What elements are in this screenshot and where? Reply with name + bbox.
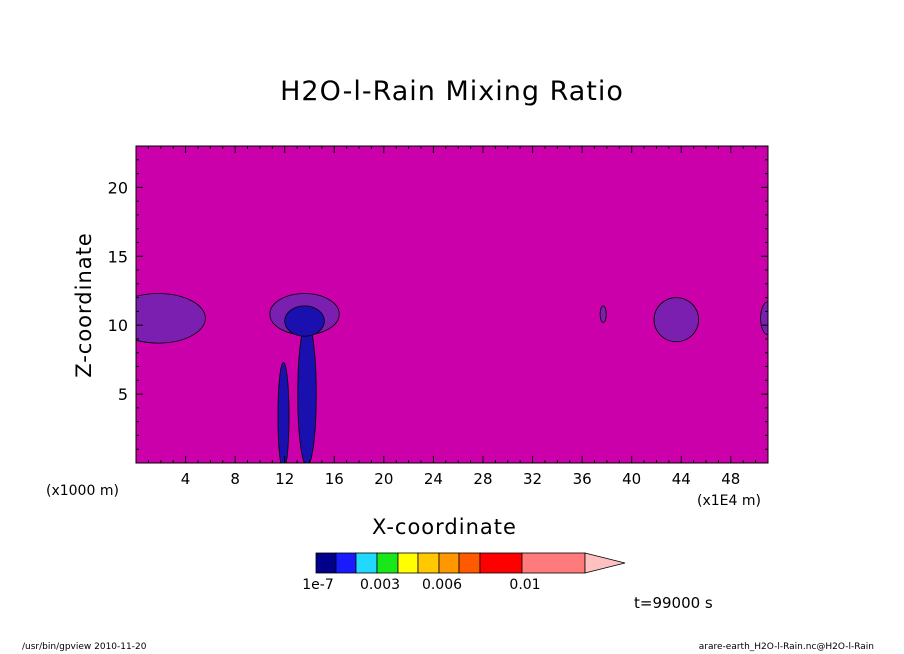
colorbar-segment-5 bbox=[397, 552, 419, 574]
footer-right-text: arare-earth_H2O-l-Rain.nc@H2O-l-Rain bbox=[698, 642, 874, 652]
colorbar-overflow-arrow bbox=[584, 552, 626, 574]
contour-features bbox=[136, 293, 768, 463]
y-tick-label: 5 bbox=[118, 385, 128, 404]
x-tick-label: 32 bbox=[523, 470, 542, 488]
contour-region-8 bbox=[284, 305, 325, 337]
plot-frame bbox=[135, 145, 769, 464]
colorbar-segment-9 bbox=[479, 552, 523, 574]
x-unit-label-right: (x1E4 m) bbox=[697, 493, 761, 509]
colorbar-label-4: 0.01 bbox=[509, 577, 541, 593]
colorbar-label-3: 0.006 bbox=[421, 577, 463, 593]
x-tick-label: 28 bbox=[473, 470, 492, 488]
x-unit-label-left: (x1000 m) bbox=[46, 483, 119, 499]
colorbar-segment-3 bbox=[355, 552, 378, 574]
x-tick-label: 16 bbox=[325, 470, 344, 488]
colorbar-segment-2 bbox=[335, 552, 357, 574]
colorbar-label-1: 1e-7 bbox=[302, 577, 334, 593]
x-tick-label: 48 bbox=[721, 470, 740, 488]
contour-region-3 bbox=[653, 297, 700, 343]
y-tick-label: 10 bbox=[108, 316, 128, 335]
colorbar-segment-7 bbox=[438, 552, 460, 574]
x-axis-label: X-coordinate bbox=[372, 515, 517, 539]
contour-region-2 bbox=[599, 305, 607, 323]
x-tick-label: 36 bbox=[573, 470, 592, 488]
y-tick-label: 15 bbox=[108, 247, 128, 266]
contour-region-7 bbox=[297, 322, 317, 463]
colorbar-segment-8 bbox=[458, 552, 481, 574]
colorbar-segment-10 bbox=[521, 552, 586, 574]
y-tick-label: 20 bbox=[108, 178, 128, 197]
x-tick-label: 8 bbox=[230, 470, 240, 488]
x-tick-label: 24 bbox=[424, 470, 443, 488]
x-tick-label: 40 bbox=[622, 470, 641, 488]
colorbar-label-2: 0.003 bbox=[359, 577, 401, 593]
x-tick-label: 20 bbox=[374, 470, 393, 488]
colorbar-segment-1 bbox=[315, 552, 337, 574]
x-tick-label: 12 bbox=[275, 470, 294, 488]
x-tick-label: 4 bbox=[181, 470, 191, 488]
footer-left-text: /usr/bin/gpview 2010-11-20 bbox=[22, 642, 147, 652]
colorbar-segment-4 bbox=[376, 552, 399, 574]
x-tick-label: 44 bbox=[672, 470, 691, 488]
colorbar-segment-6 bbox=[417, 552, 440, 574]
time-label: t=99000 s bbox=[634, 594, 713, 612]
chart-title: H2O-l-Rain Mixing Ratio bbox=[280, 76, 624, 107]
y-axis-label: Z-coordinate bbox=[72, 232, 96, 378]
contour-region-6 bbox=[277, 362, 290, 463]
contour-region-1 bbox=[136, 293, 206, 344]
